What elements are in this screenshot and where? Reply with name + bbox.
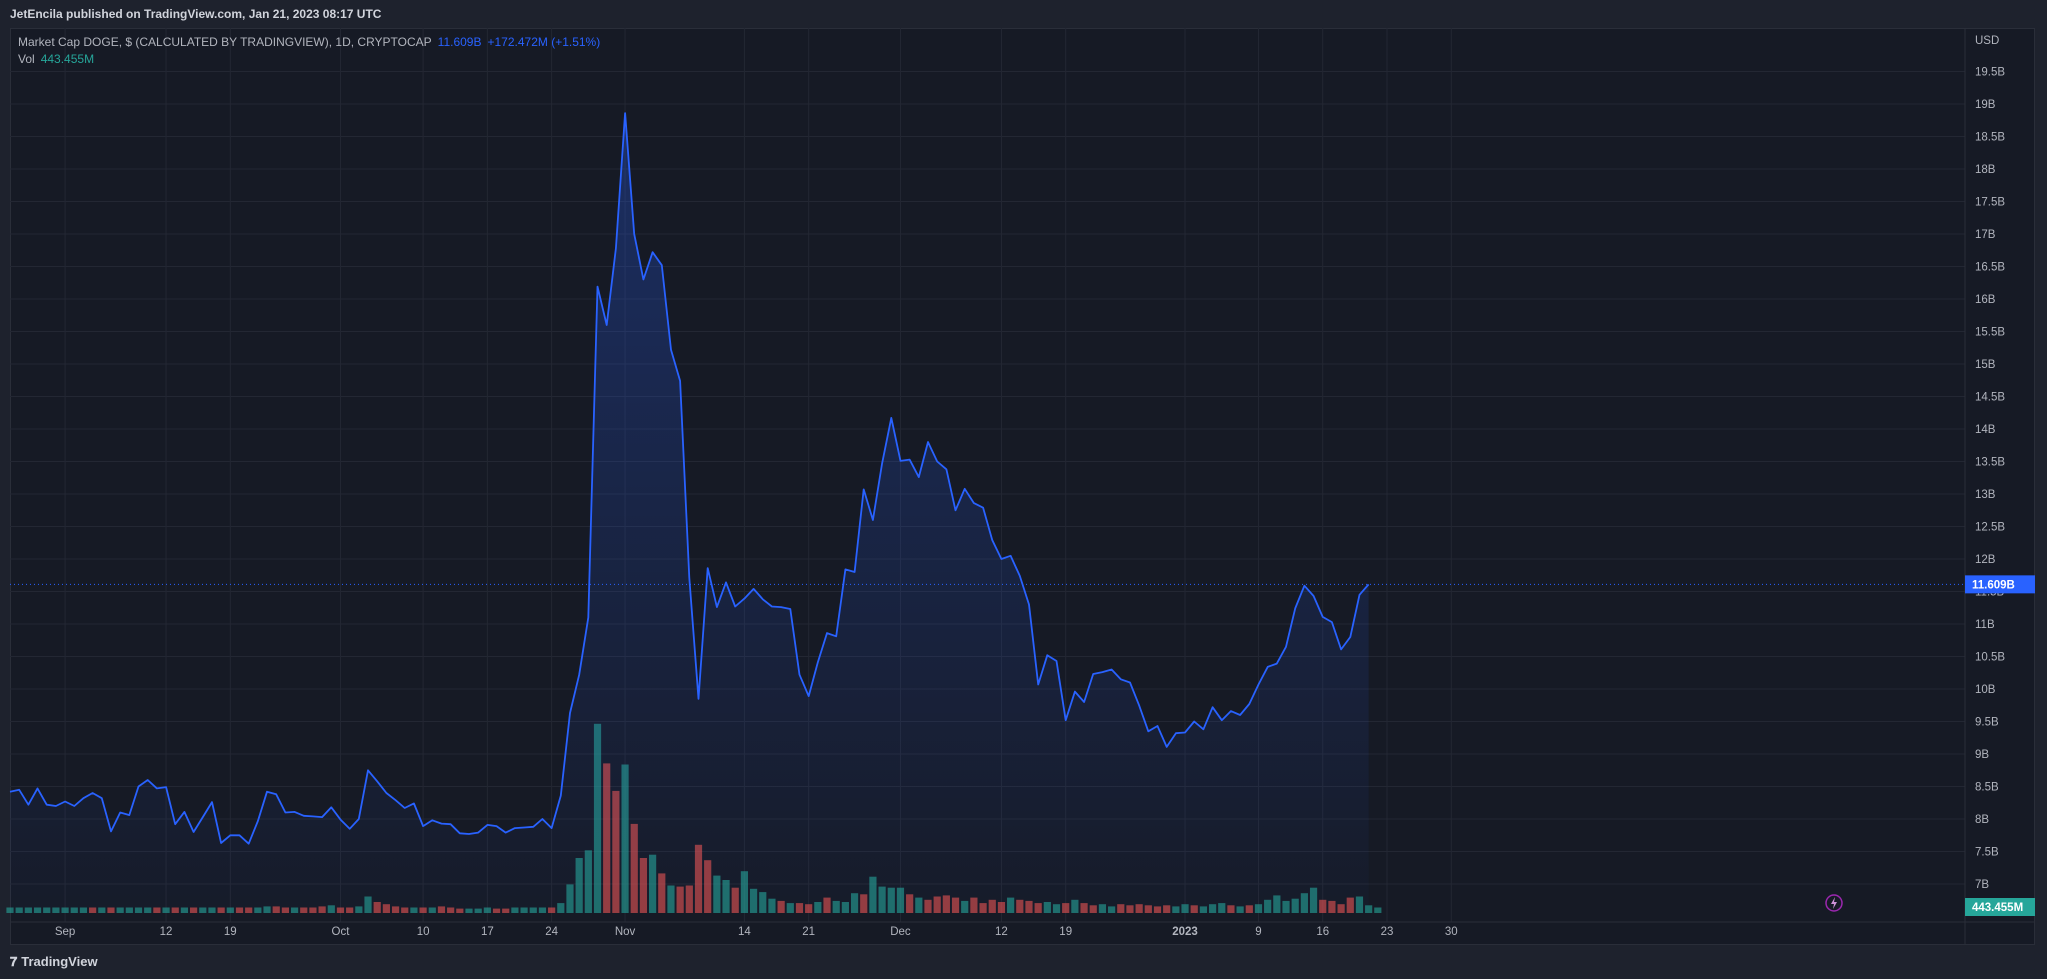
x-tick-label: 23 [1381,926,1394,938]
x-tick-label: 12 [995,926,1008,938]
y-tick-label: 7B [1975,879,1989,891]
x-tick-label: 14 [738,926,751,938]
volume-bar [1374,907,1382,913]
y-axis-unit: USD [1975,35,1999,47]
x-tick-label: 10 [417,926,430,938]
x-tick-label: 17 [481,926,494,938]
tradingview-logo[interactable]: 𝟕 TradingView [10,954,98,970]
y-tick-label: 11B [1975,619,1995,631]
y-tick-label: 9B [1975,749,1989,761]
y-tick-label: 8.5B [1975,782,1999,794]
y-tick-label: 16.5B [1975,262,2005,274]
tradingview-logo-icon: 𝟕 [10,954,18,969]
last-volume-badge-text: 443.455M [1972,902,2023,914]
y-tick-label: 17B [1975,229,1996,241]
x-tick-label: 16 [1316,926,1329,938]
symbol-title[interactable]: Market Cap DOGE, $ (CALCULATED BY TRADIN… [18,35,432,49]
y-tick-label: 18B [1975,164,1996,176]
legend-volume-row: Vol 443.455M [18,51,600,68]
x-tick-label: 2023 [1172,926,1198,938]
y-tick-label: 19.5B [1975,67,2005,79]
y-tick-label: 8B [1975,814,1989,826]
footer: 𝟕 TradingView [0,945,2047,979]
lightning-icon[interactable] [1825,894,1843,912]
price-line [9,112,1370,845]
y-tick-label: 18.5B [1975,132,2005,144]
y-tick-label: 12.5B [1975,522,2005,534]
price-chart[interactable]: 7B7.5B8B8.5B9B9.5B10B10.5B11B11.5B12B12.… [0,0,2047,945]
y-tick-label: 10B [1975,684,1996,696]
x-tick-label: 19 [224,926,237,938]
x-tick-label: 30 [1445,926,1458,938]
price-change: +172.472M (+1.51%) [487,35,601,49]
legend: Market Cap DOGE, $ (CALCULATED BY TRADIN… [18,34,600,68]
publisher-bar: JetEncila published on TradingView.com, … [0,0,2047,28]
y-tick-label: 17.5B [1975,197,2005,209]
x-tick-label: Oct [332,926,351,938]
legend-symbol-row: Market Cap DOGE, $ (CALCULATED BY TRADIN… [18,34,600,51]
y-tick-label: 14.5B [1975,392,2005,404]
y-tick-label: 14B [1975,424,1996,436]
last-value: 11.609B [437,35,482,49]
x-tick-label: Dec [890,926,911,938]
x-tick-label: Sep [55,926,75,938]
y-tick-label: 7.5B [1975,847,1999,859]
x-tick-label: Nov [615,926,636,938]
y-tick-label: 15.5B [1975,327,2005,339]
price-area [10,113,1369,914]
publisher-text: JetEncila published on TradingView.com, … [10,7,382,21]
y-tick-label: 12B [1975,554,1996,566]
x-tick-label: 9 [1255,926,1261,938]
y-tick-label: 19B [1975,99,1996,111]
y-tick-label: 9.5B [1975,717,1999,729]
volume-label[interactable]: Vol [18,52,35,66]
lightning-icon-glyph [1831,897,1837,909]
y-tick-label: 10.5B [1975,652,2005,664]
last-price-badge [1965,575,2035,594]
x-tick-label: 19 [1059,926,1072,938]
y-tick-label: 16B [1975,294,1996,306]
x-tick-label: 12 [160,926,173,938]
volume-value: 443.455M [40,52,95,66]
volume-bar [1365,905,1373,913]
y-tick-label: 13.5B [1975,457,2005,469]
brand-name: TradingView [21,954,98,969]
y-tick-label: 13B [1975,489,1996,501]
last-volume-badge [1965,898,2035,916]
x-tick-label: 21 [802,926,815,938]
last-price-badge-text: 11.609B [1972,579,2015,591]
x-tick-label: 24 [545,926,558,938]
y-tick-label: 15B [1975,359,1996,371]
